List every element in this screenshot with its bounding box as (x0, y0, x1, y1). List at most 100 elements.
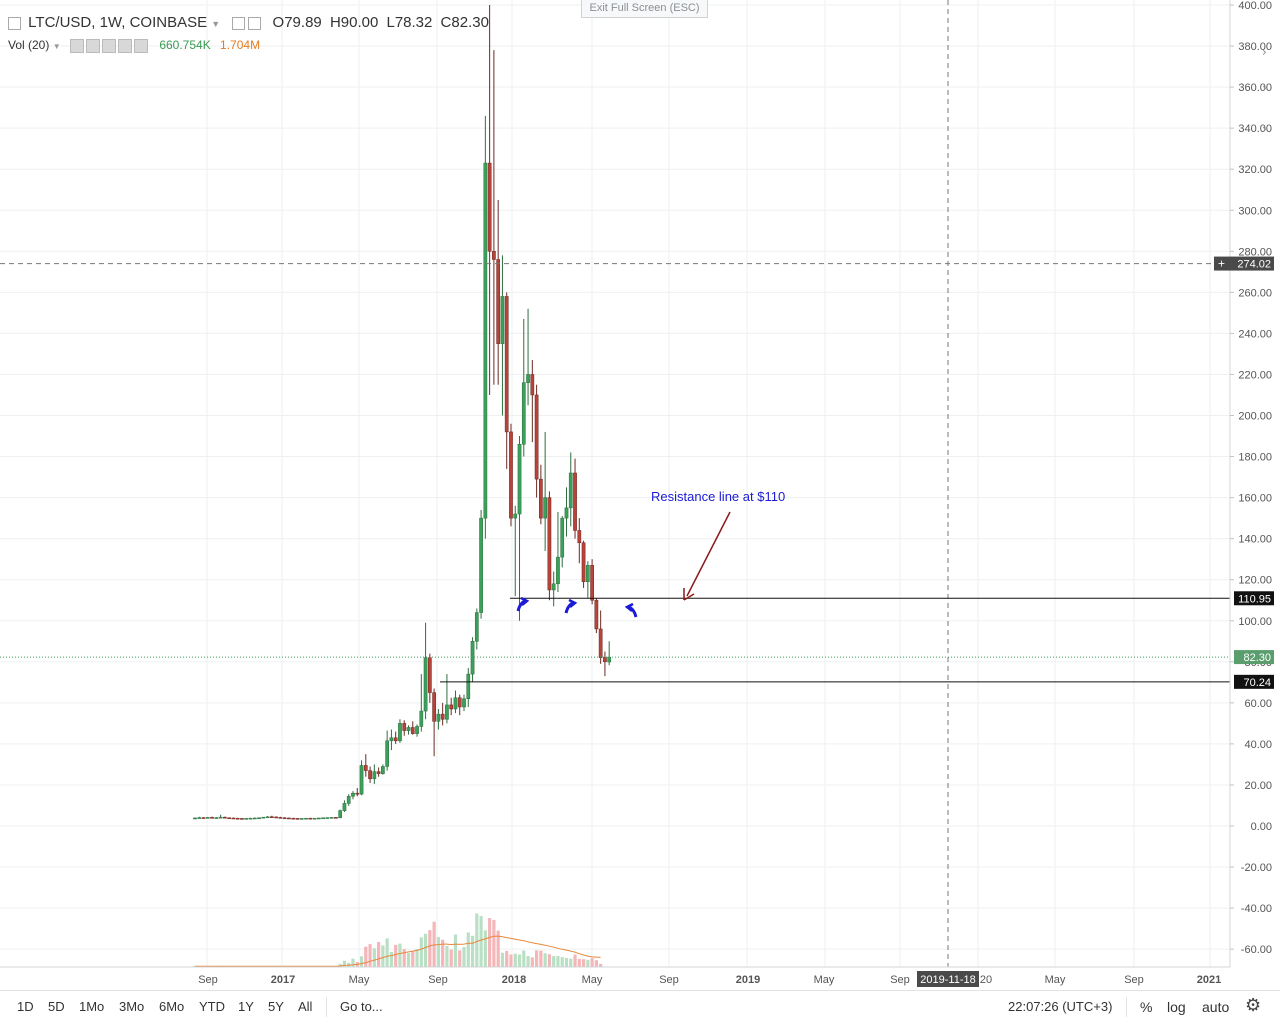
time-tick-label: May (1045, 974, 1066, 986)
exit-fullscreen-button[interactable]: Exit Full Screen (ESC) (581, 0, 708, 18)
time-tick-label: Sep (659, 974, 679, 986)
clock-display[interactable]: 22:07:26 (UTC+3) (1008, 999, 1113, 1014)
candle (483, 115, 488, 539)
candle (577, 518, 582, 564)
blue-arrow-head (624, 602, 634, 612)
time-tick-label: 2019 (736, 974, 760, 986)
price-tick-label: 300.00 (1238, 205, 1272, 217)
price-chart[interactable]: Resistance line at $110 400.00 380.00 360.0… (0, 0, 1280, 990)
candle-body (445, 704, 449, 720)
close-icon[interactable] (101, 38, 116, 53)
candle (509, 423, 513, 527)
range-5y[interactable]: 5Y (268, 999, 284, 1014)
scroll-right-icon: › (1262, 122, 1267, 136)
candle-body (389, 737, 394, 742)
range-1d[interactable]: 1D (17, 999, 34, 1014)
settings-icon[interactable] (85, 38, 100, 53)
candle (334, 816, 338, 819)
candle-body (521, 382, 526, 445)
candle-body (393, 737, 398, 742)
settings-icon[interactable] (248, 16, 262, 30)
candle-body (351, 792, 355, 797)
range-5d[interactable]: 5D (48, 999, 65, 1014)
blue-arrow-head (520, 596, 530, 606)
chevron-down-icon[interactable]: ▼ (52, 42, 61, 51)
volume-bar (445, 945, 449, 967)
candle (457, 694, 462, 716)
time-axis: Sep 2017 May Sep 2018 May Sep 2019 May Sep 2019-11… (0, 966, 1230, 987)
candle (419, 674, 424, 732)
candle (389, 729, 394, 751)
range-1mo[interactable]: 1Mo (79, 999, 105, 1014)
range-all[interactable]: All (298, 999, 313, 1014)
candle-body (496, 259, 501, 344)
candle (227, 817, 232, 820)
price-label-bg (1234, 591, 1274, 606)
gear-icon[interactable]: ⚙ (1245, 995, 1262, 1015)
candle (270, 815, 274, 819)
candle-body (363, 765, 368, 771)
scroll-right-icon: › (1262, 45, 1267, 59)
candle-body (308, 817, 313, 820)
candle (210, 816, 214, 819)
candle-body (304, 817, 308, 820)
candle-body (218, 816, 223, 819)
range-1y[interactable]: 1Y (238, 999, 254, 1014)
log-toggle[interactable]: log (1167, 999, 1186, 1015)
price-label-text: 110.95 (1238, 593, 1271, 605)
percent-toggle[interactable]: % (1140, 999, 1153, 1015)
price-tick-label: -40.00 (1241, 903, 1272, 915)
candle (534, 384, 539, 498)
symbol-label[interactable]: LTC/USD, 1W, COINBASE (28, 14, 208, 31)
volume-bar (488, 918, 492, 967)
candle-body (270, 816, 274, 819)
add-icon[interactable] (117, 38, 132, 53)
candle (573, 458, 577, 539)
go-to-button[interactable]: Go to... (340, 999, 383, 1014)
volume-bar (470, 935, 475, 967)
volume-bar (496, 930, 500, 967)
volume-bar (522, 950, 526, 967)
range-6mo[interactable]: 6Mo (159, 999, 185, 1014)
volume-label[interactable]: Vol (20) (8, 38, 50, 52)
price-tick-label: -20.00 (1241, 862, 1272, 874)
time-tick-label: Sep (428, 974, 448, 986)
scroll-right-icon: › (1262, 81, 1267, 95)
candle (402, 720, 407, 736)
chevron-down-icon[interactable]: ▼ (211, 19, 221, 29)
candle (410, 721, 415, 735)
volume-bar (500, 952, 505, 967)
more-icon[interactable] (133, 38, 148, 53)
candle (564, 487, 569, 537)
eye-icon[interactable] (232, 16, 246, 30)
eye-icon[interactable] (69, 38, 84, 53)
price-label-bg (1234, 650, 1274, 665)
candle-body (530, 374, 535, 396)
candle (462, 694, 466, 712)
range-3mo[interactable]: 3Mo (119, 999, 145, 1014)
volume-bar (475, 913, 479, 967)
volume-bar (513, 953, 517, 967)
candle-body (449, 704, 454, 710)
auto-toggle[interactable]: auto (1202, 999, 1230, 1015)
range-ytd[interactable]: YTD (199, 999, 225, 1014)
annotation-arrowhead (683, 588, 695, 601)
candle-body (526, 374, 530, 383)
candle (594, 598, 599, 634)
candle-body (257, 817, 261, 820)
candle-body (355, 792, 360, 795)
candle-body (316, 817, 321, 820)
candle (304, 817, 308, 820)
collapse-icon[interactable] (8, 16, 21, 30)
price-tick-label: -60.00 (1241, 944, 1272, 956)
candle-body (547, 497, 552, 591)
candle-body (564, 507, 569, 519)
volume-bar (415, 949, 419, 967)
volume-bar (530, 957, 534, 967)
volume-bar (411, 950, 415, 967)
candle (449, 697, 454, 716)
candle-body (274, 816, 278, 819)
candle (526, 308, 530, 406)
price-tick-label: 180.00 (1238, 452, 1272, 464)
candle (295, 817, 300, 820)
